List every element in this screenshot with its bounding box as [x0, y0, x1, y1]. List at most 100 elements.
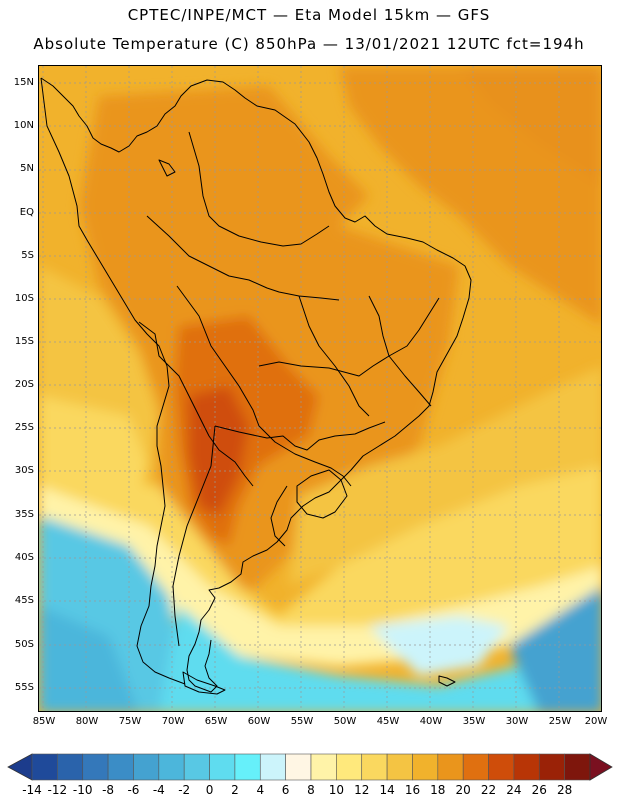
colorbar-swatch — [412, 753, 439, 781]
colorbar-tick-label: 14 — [379, 783, 395, 797]
border-interior — [176, 285, 352, 487]
tierra-del-fuego — [182, 671, 226, 695]
lat-label: 25S — [14, 422, 34, 433]
colorbar-tick-label: 22 — [480, 783, 497, 797]
lon-label: 75W — [118, 716, 142, 727]
lat-label: 10N — [13, 120, 34, 131]
lon-label: 40W — [419, 716, 443, 727]
chile-border — [172, 425, 216, 647]
field-pale-cold — [369, 616, 509, 676]
colorbar-swatch — [310, 753, 337, 781]
lat-label: 40S — [14, 552, 34, 563]
south-america-coast — [40, 77, 472, 693]
colorbar-tick-label: -8 — [102, 783, 115, 797]
field-colder-pacific — [39, 606, 139, 711]
colorbar-swatch — [513, 753, 540, 781]
colorbar-tick-label: 26 — [531, 783, 547, 797]
colorbar-swatch — [336, 753, 363, 781]
field-cold-south — [159, 606, 601, 711]
field-atlantic-tongue — [289, 366, 601, 586]
colorbar-tick-label: -14 — [22, 783, 42, 797]
colorbar-swatch — [386, 753, 413, 781]
lon-label: 50W — [333, 716, 357, 727]
coastlines — [40, 77, 472, 695]
lat-label: 50S — [14, 639, 34, 650]
caribbean-island — [158, 159, 176, 177]
colorbar-swatch — [564, 753, 591, 781]
colorbar-tick-label: 24 — [506, 783, 522, 797]
colorbar-swatch — [133, 753, 160, 781]
argentina-border — [270, 485, 288, 547]
uruguay-outline — [296, 469, 348, 519]
colorbar-swatch — [361, 753, 388, 781]
lon-label: 20W — [584, 716, 608, 727]
border-north — [188, 131, 330, 247]
border-state-3 — [368, 295, 432, 407]
colorbar-swatch — [82, 753, 109, 781]
field-warm-atlantic-core — [459, 66, 601, 185]
colorbar-swatch — [259, 753, 286, 781]
colorbar-tick-label: -10 — [72, 783, 93, 797]
lon-label: 35W — [462, 716, 486, 727]
colorbar-swatch — [209, 753, 236, 781]
colorbar-swatch — [31, 753, 58, 781]
colorbar-swatch — [538, 753, 565, 781]
lon-label: 45W — [376, 716, 400, 727]
map-subtitle: Absolute Temperature (C) 850hPa — 13/01/… — [33, 35, 585, 53]
colorbar-tick-label: 8 — [307, 783, 315, 797]
colorbar-tick-label: 12 — [354, 783, 370, 797]
pacific-coast — [40, 77, 186, 685]
lon-label: 70W — [161, 716, 185, 727]
colorbar-swatch — [462, 753, 489, 781]
colorbar — [7, 753, 613, 781]
colorbar-under-arrow — [7, 753, 33, 781]
colorbar-tick-label: 10 — [328, 783, 344, 797]
lon-label: 80W — [75, 716, 99, 727]
lon-label: 60W — [247, 716, 271, 727]
border-state-1 — [258, 297, 440, 377]
colorbar-tick-label: -4 — [152, 783, 165, 797]
colorbar-tick-label: 18 — [430, 783, 446, 797]
colorbar-swatch — [57, 753, 84, 781]
colorbar-tick-label: 16 — [404, 783, 421, 797]
colorbar-swatch — [285, 753, 312, 781]
lat-label: 35S — [14, 509, 34, 520]
lon-label: 30W — [505, 716, 529, 727]
border-amazon — [146, 215, 340, 301]
colorbar-tick-label: -2 — [178, 783, 191, 797]
lat-label: 55S — [14, 682, 34, 693]
colorbar-swatch — [437, 753, 464, 781]
lon-label: 85W — [32, 716, 56, 727]
colorbar-tick-label: 6 — [281, 783, 290, 797]
field-colder-atlantic — [509, 587, 601, 711]
map-canvas — [39, 66, 601, 711]
colorbar-tick-label: 28 — [556, 783, 573, 797]
colorbar-over-arrow — [589, 753, 613, 781]
colorbar-tick-label: 4 — [256, 783, 265, 797]
graticule — [39, 66, 601, 711]
lat-label: 45S — [14, 595, 34, 606]
border-south-central — [214, 421, 386, 451]
lon-label: 65W — [204, 716, 228, 727]
border-state-2 — [298, 295, 370, 417]
lat-label: 30S — [14, 465, 34, 476]
lat-label: 15S — [14, 336, 34, 347]
lon-label: 25W — [548, 716, 572, 727]
lat-label: 20S — [14, 379, 34, 390]
lat-label: 15N — [13, 77, 34, 88]
lat-label: 10S — [14, 293, 34, 304]
border-andes — [138, 321, 254, 487]
colorbar-swatch — [488, 753, 515, 781]
temperature-map — [38, 65, 602, 712]
colorbar-swatch — [158, 753, 185, 781]
colorbar-tick-label: 0 — [205, 783, 214, 797]
colorbar-swatch — [234, 753, 261, 781]
lat-label: 5S — [21, 250, 34, 261]
falkland-islands — [438, 675, 456, 687]
colorbar-tick-label: -12 — [47, 783, 68, 797]
lon-label: 55W — [290, 716, 314, 727]
map-title: CPTEC/INPE/MCT — Eta Model 15km — GFS — [127, 6, 491, 24]
colorbar-tick-label: 20 — [455, 783, 471, 797]
colorbar-tick-label: 2 — [231, 783, 239, 797]
colorbar-swatch — [183, 753, 210, 781]
